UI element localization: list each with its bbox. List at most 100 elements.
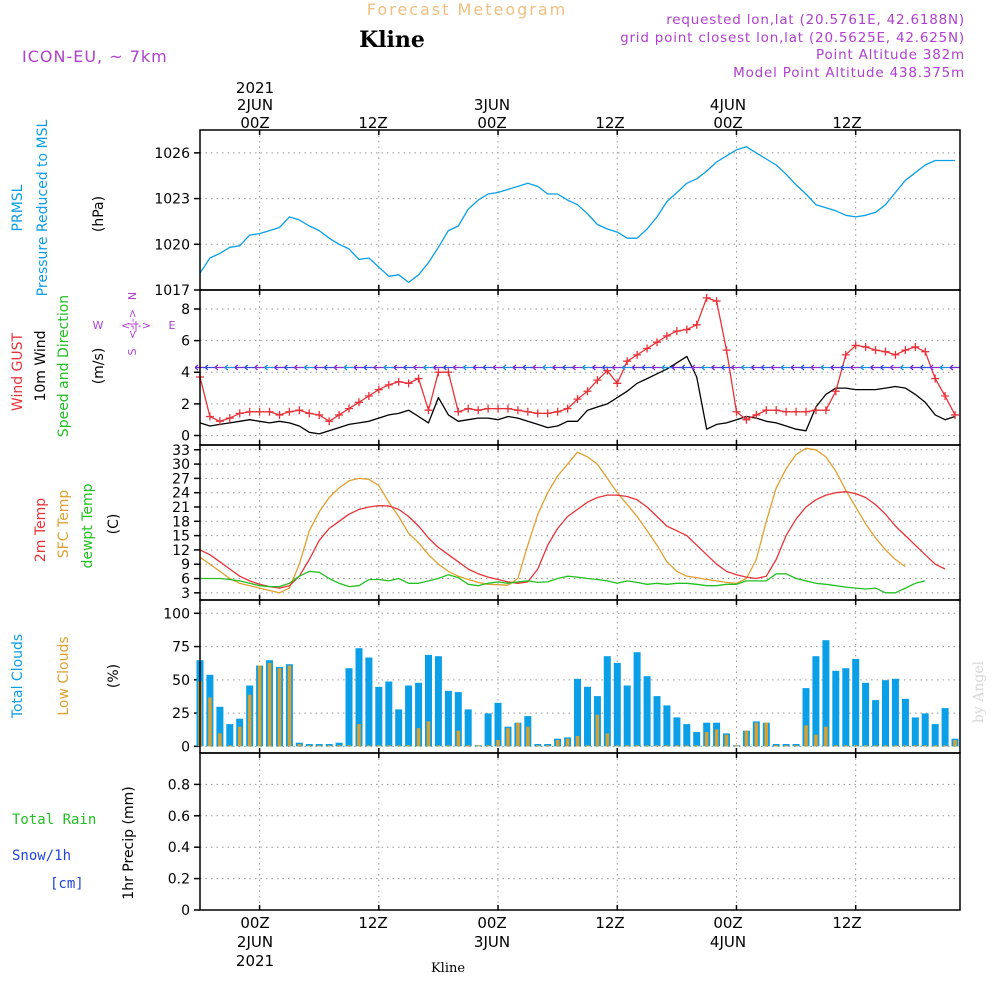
gust-marker-74 bbox=[931, 374, 940, 383]
gust-marker-32 bbox=[513, 406, 522, 415]
total-cloud-bar-74 bbox=[931, 724, 939, 747]
low-cloud-bar-67 bbox=[863, 745, 868, 747]
low-cloud-bar-33 bbox=[526, 726, 530, 747]
low-cloud-bar-72 bbox=[913, 745, 917, 747]
low-cloud-bar-44 bbox=[635, 745, 639, 747]
total-cloud-bar-17 bbox=[365, 657, 373, 747]
low-cloud-bar-52 bbox=[714, 729, 719, 747]
low-cloud-bar-61 bbox=[804, 725, 808, 747]
gust-marker-30 bbox=[494, 404, 503, 413]
temp-ytick-label-0: 3 bbox=[181, 586, 190, 602]
wind-direction-arrow-56 bbox=[750, 364, 762, 371]
gust-marker-47 bbox=[662, 331, 671, 340]
wind-direction-arrow-2 bbox=[214, 364, 225, 371]
bottom-day-label-2: 3JUN bbox=[474, 933, 510, 951]
compass-w-label: W bbox=[93, 319, 104, 332]
wind-direction-arrow-5 bbox=[244, 364, 255, 371]
top-hour-label-2: 12Z bbox=[358, 114, 387, 132]
gust-marker-2 bbox=[215, 417, 224, 426]
low-cloud-bar-12 bbox=[317, 745, 321, 747]
gust-marker-28 bbox=[474, 406, 483, 415]
total-cloud-bar-75 bbox=[941, 708, 949, 747]
clouds-ytick-label-0: 0 bbox=[181, 739, 190, 755]
precip-ytick-label-3: 0.6 bbox=[168, 809, 190, 825]
wind-direction-arrow-43 bbox=[621, 364, 633, 371]
pressure-frame bbox=[199, 129, 961, 291]
total-cloud-bar-61 bbox=[802, 688, 810, 747]
temp-ytick-label-8: 27 bbox=[172, 471, 190, 487]
low-cloud-bar-66 bbox=[853, 745, 858, 747]
wind-direction-arrow-24 bbox=[433, 364, 444, 371]
wind-label-unit: (m/s) bbox=[91, 348, 107, 385]
total-cloud-bar-18 bbox=[375, 686, 383, 747]
wind-10m-line bbox=[199, 355, 956, 435]
clouds-ytick-label-3: 75 bbox=[172, 640, 190, 656]
gust-marker-1 bbox=[205, 412, 214, 421]
wind-direction-arrow-73 bbox=[919, 364, 931, 371]
wind-direction-arrow-45 bbox=[641, 364, 653, 371]
gust-marker-69 bbox=[881, 347, 890, 356]
wind-ytick-label-4: 8 bbox=[181, 302, 190, 318]
gust-marker-51 bbox=[702, 293, 711, 302]
bottom-hour-label-1: 00Z bbox=[240, 914, 269, 932]
total-cloud-bar-41 bbox=[603, 656, 611, 747]
gust-marker-16 bbox=[354, 398, 363, 407]
low-cloud-bar-5 bbox=[247, 694, 252, 747]
low-cloud-bar-27 bbox=[466, 745, 470, 747]
total-cloud-bar-25 bbox=[444, 690, 452, 747]
total-cloud-bar-13 bbox=[325, 744, 333, 747]
low-cloud-bar-42 bbox=[615, 745, 619, 747]
gust-marker-62 bbox=[811, 406, 820, 415]
wind-ytick-label-3: 6 bbox=[181, 334, 190, 350]
gust-marker-65 bbox=[841, 350, 850, 359]
wind-direction-arrow-71 bbox=[899, 364, 911, 371]
clouds-label-total: Total Clouds bbox=[10, 634, 26, 719]
gust-marker-10 bbox=[295, 406, 304, 415]
low-cloud-bar-65 bbox=[844, 745, 848, 747]
total-cloud-bar-42 bbox=[613, 662, 621, 747]
total-cloud-bar-38 bbox=[574, 678, 581, 747]
wind-direction-arrow-8 bbox=[274, 364, 285, 371]
gust-marker-54 bbox=[732, 407, 741, 416]
gust-marker-34 bbox=[533, 409, 542, 418]
wind-ytick-label-1: 2 bbox=[181, 397, 190, 413]
gust-marker-72 bbox=[911, 342, 920, 351]
bottom-day-label-3: 4JUN bbox=[710, 933, 746, 951]
bottom-hour-label-5: 00Z bbox=[713, 914, 742, 932]
total-cloud-bar-63 bbox=[822, 640, 830, 747]
meteogram-title: Forecast Meteogram bbox=[367, 0, 567, 19]
gust-marker-3 bbox=[225, 414, 234, 423]
low-cloud-bar-31 bbox=[506, 728, 510, 747]
total-cloud-bar-65 bbox=[842, 668, 850, 747]
gust-marker-25 bbox=[444, 368, 453, 377]
gust-marker-14 bbox=[335, 410, 344, 419]
precip-ytick-label-2: 0.4 bbox=[168, 840, 190, 856]
low-cloud-bar-9 bbox=[287, 665, 292, 747]
total-cloud-bar-39 bbox=[584, 686, 591, 747]
top-hour-label-5: 00Z bbox=[713, 114, 742, 132]
low-cloud-bar-73 bbox=[923, 745, 927, 747]
low-cloud-bar-8 bbox=[277, 668, 282, 747]
gust-marker-13 bbox=[325, 417, 334, 426]
wind-direction-arrow-12 bbox=[313, 364, 325, 371]
low-cloud-bar-63 bbox=[824, 726, 828, 747]
precip-label-cm: [cm] bbox=[50, 876, 84, 892]
top-day-label-1: 2JUN bbox=[237, 96, 273, 114]
low-cloud-bar-32 bbox=[516, 722, 520, 747]
precip-label-unit: 1hr Precip (mm) bbox=[121, 786, 137, 899]
bottom-year-label: 2021 bbox=[236, 952, 274, 970]
low-cloud-bar-74 bbox=[933, 745, 937, 747]
wind-direction-arrow-70 bbox=[890, 364, 901, 371]
precip-ytick-label-4: 0.8 bbox=[168, 777, 190, 793]
compass-arrows-vertical: <-|-> bbox=[126, 309, 139, 339]
gust-marker-64 bbox=[831, 387, 840, 396]
low-cloud-bar-23 bbox=[426, 721, 431, 747]
gust-marker-7 bbox=[265, 407, 274, 416]
total-cloud-bar-14 bbox=[335, 742, 343, 747]
temp-label-unit: (C) bbox=[106, 514, 122, 535]
total-cloud-bar-50 bbox=[693, 732, 701, 747]
total-cloud-bar-20 bbox=[395, 709, 403, 747]
low-cloud-bar-59 bbox=[784, 745, 788, 747]
total-cloud-bar-66 bbox=[852, 658, 860, 747]
